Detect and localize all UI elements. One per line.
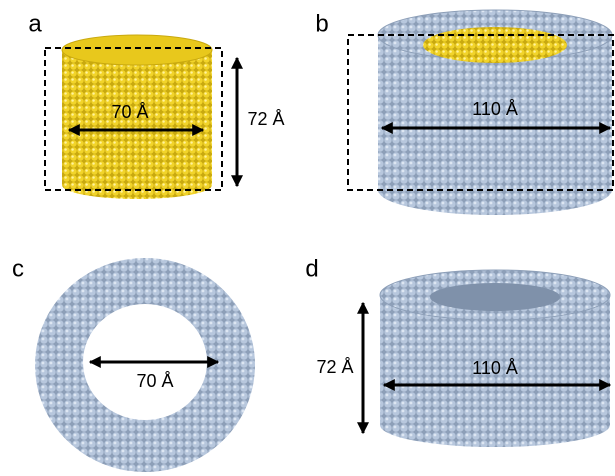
width-label: 70 Å xyxy=(111,102,148,122)
cylinder-body xyxy=(62,50,212,199)
panel-a: a 70 Å 72 Å xyxy=(28,10,284,199)
panel-label: c xyxy=(12,255,24,282)
width-label: 110 Å xyxy=(472,99,518,119)
width-label: 70 Å xyxy=(136,371,173,391)
panel-label: d xyxy=(305,255,318,282)
cylinder-top xyxy=(62,35,212,65)
ring xyxy=(35,258,255,472)
pore-opening xyxy=(430,283,560,311)
figure: a 70 Å 72 Å b 110 Å c 70 Å d 72 Å 110 Å xyxy=(0,0,615,476)
panel-label: a xyxy=(28,10,42,37)
width-label: 110 Å xyxy=(472,358,518,378)
inner-core xyxy=(423,27,567,63)
height-label: 72 Å xyxy=(247,109,284,129)
panel-d: d 72 Å 110 Å xyxy=(305,255,610,447)
panel-c: c 70 Å xyxy=(12,255,255,472)
height-label: 72 Å xyxy=(316,357,353,377)
panel-b: b 110 Å xyxy=(315,10,613,215)
panel-label: b xyxy=(315,10,328,37)
